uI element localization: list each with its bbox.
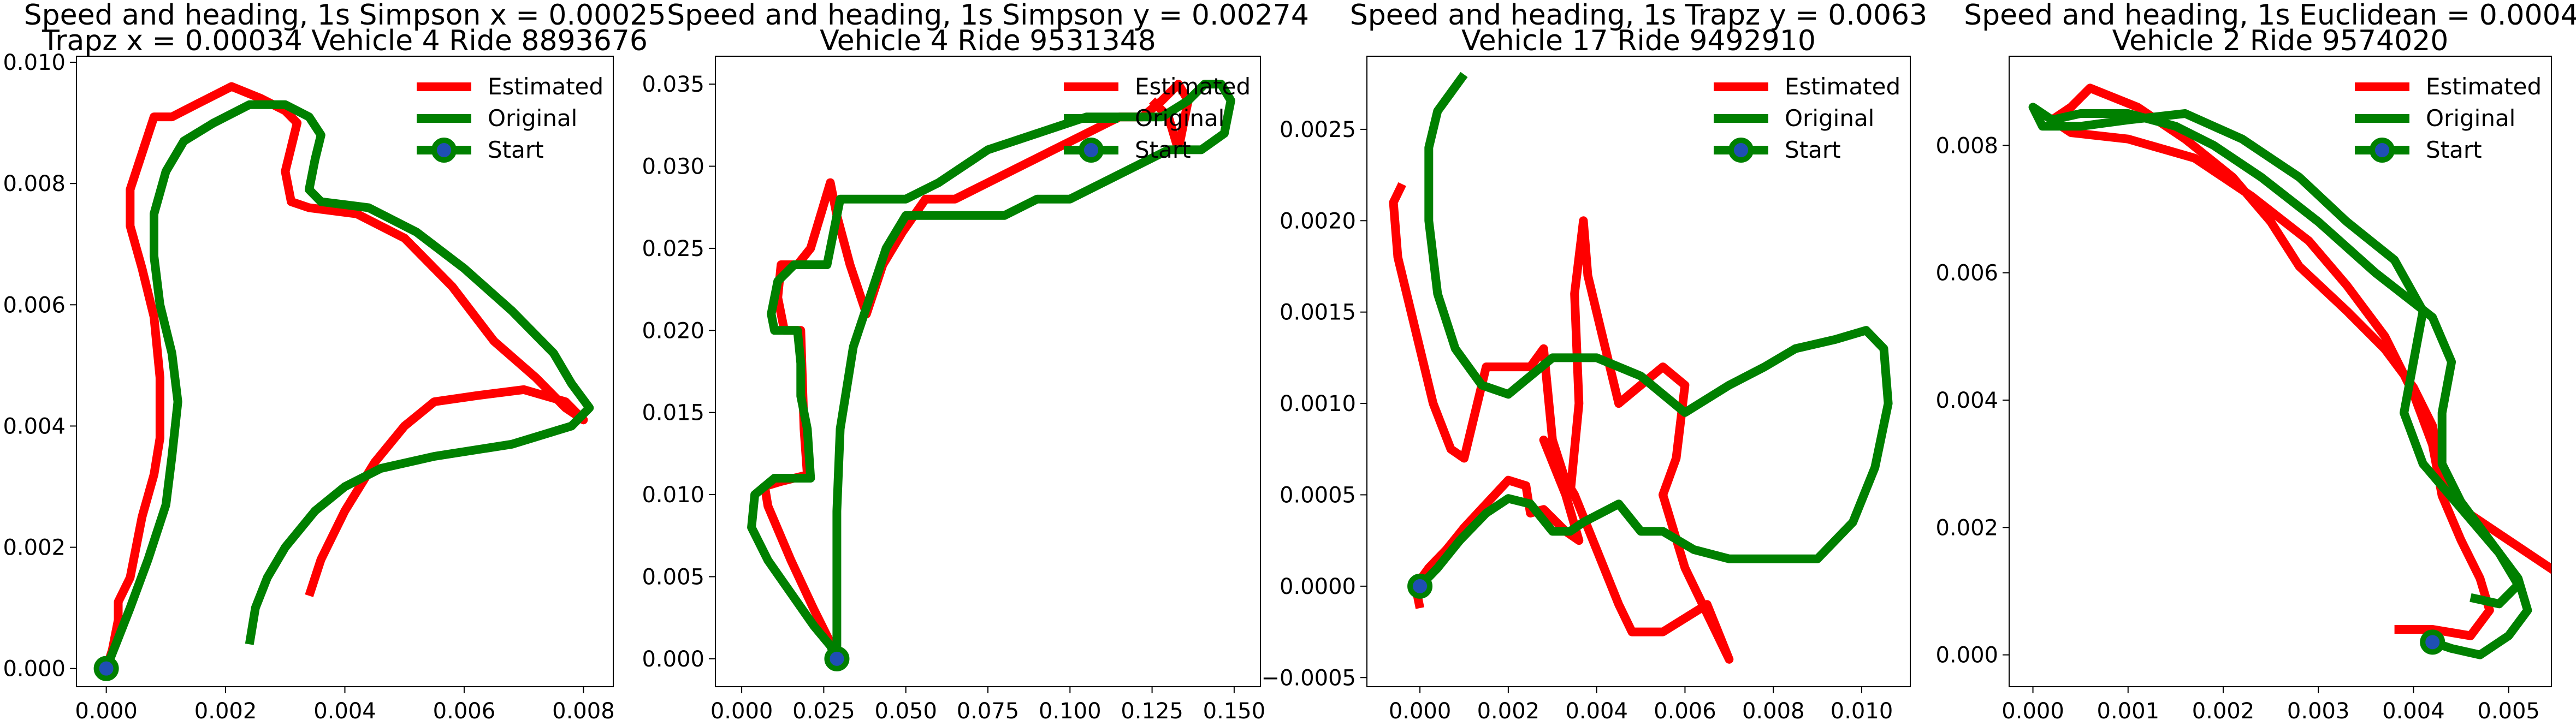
- x-tick-label: 0.000: [1389, 699, 1452, 720]
- chart-panel-3: Speed and heading, 1s Trapz y = 0.0063Ve…: [1262, 0, 1928, 720]
- legend-start-marker: [431, 138, 457, 163]
- legend-start-marker: [1728, 138, 1754, 163]
- y-tick-label: 0.000: [642, 647, 704, 672]
- start-marker: [824, 646, 850, 671]
- x-tick-label: 0.025: [792, 699, 855, 720]
- series-original-line: [102, 100, 594, 670]
- legend-label: Start: [1135, 136, 1191, 163]
- chart-title: Vehicle 4 Ride 9531348: [820, 25, 1156, 57]
- y-tick-label: 0.0025: [1280, 117, 1356, 142]
- chart-panel-2: Speed and heading, 1s Simpson y = 0.0027…: [642, 0, 1308, 720]
- legend-label: Original: [1135, 105, 1224, 132]
- legend-label: Start: [1785, 136, 1841, 163]
- x-tick-label: 0.004: [1565, 699, 1628, 720]
- y-tick-label: 0.015: [642, 401, 704, 426]
- x-tick-label: 0.004: [2382, 699, 2445, 720]
- start-marker: [1407, 573, 1433, 599]
- y-tick-label: 0.0005: [1280, 483, 1356, 508]
- legend-label: Original: [488, 105, 577, 132]
- x-tick-label: 0.002: [1477, 699, 1540, 720]
- y-tick-label: 0.000: [3, 657, 66, 682]
- y-tick-label: 0.0010: [1280, 391, 1356, 416]
- x-tick-label: 0.002: [2192, 699, 2255, 720]
- legend-label: Original: [2426, 105, 2515, 132]
- chart-title: Speed and heading, 1s Trapz y = 0.0063: [1350, 0, 1927, 32]
- x-tick-label: 0.000: [2001, 699, 2064, 720]
- y-tick-label: 0.006: [1935, 261, 1998, 286]
- legend-label: Estimated: [2426, 73, 2542, 100]
- x-tick-label: 0.075: [957, 699, 1020, 720]
- chart-panel-4: Speed and heading, 1s Euclidean = 0.0004…: [1935, 0, 2576, 720]
- y-tick-label: 0.020: [642, 318, 704, 343]
- start-marker: [93, 656, 119, 681]
- y-tick-label: 0.010: [642, 483, 704, 508]
- legend-label: Start: [2426, 136, 2482, 163]
- x-tick-label: 0.000: [75, 699, 138, 720]
- x-tick-label: 0.000: [710, 699, 773, 720]
- legend: Estimated Original Start: [1064, 73, 1251, 163]
- legend-start-marker: [2370, 138, 2395, 163]
- x-tick-label: 0.008: [1742, 699, 1805, 720]
- legend-label: Original: [1785, 105, 1874, 132]
- y-tick-label: 0.002: [3, 535, 66, 561]
- x-tick-label: 0.005: [2477, 699, 2540, 720]
- series-original-line: [747, 80, 1235, 661]
- series-original-line: [2028, 103, 2532, 659]
- y-tick-label: 0.004: [1935, 388, 1998, 413]
- chart-title: Vehicle 17 Ride 9492910: [1461, 25, 1816, 57]
- x-tick-label: 0.010: [1831, 699, 1893, 720]
- legend: Estimated Original Start: [2355, 73, 2542, 163]
- y-tick-label: 0.0000: [1280, 574, 1356, 599]
- x-tick-label: 0.003: [2287, 699, 2350, 720]
- legend-label: Estimated: [1135, 73, 1251, 100]
- x-tick-label: 0.002: [194, 699, 257, 720]
- chart-title: Speed and heading, 1s Euclidean = 0.0004…: [1964, 0, 2576, 32]
- legend: Estimated Original Start: [1714, 73, 1900, 163]
- legend-start-marker: [1079, 138, 1104, 163]
- x-tick-label: 0.006: [1654, 699, 1716, 720]
- y-tick-label: 0.006: [3, 293, 66, 318]
- legend-label: Estimated: [1785, 73, 1900, 100]
- legend-label: Estimated: [488, 73, 603, 100]
- legend: Estimated Original Start: [417, 73, 603, 163]
- axes-frame: [1366, 56, 1911, 687]
- x-tick-label: 0.004: [313, 699, 376, 720]
- x-tick-label: 0.006: [433, 699, 496, 720]
- y-tick-label: 0.000: [1935, 643, 1998, 668]
- y-tick-label: 0.035: [642, 72, 704, 97]
- x-tick-label: 0.125: [1121, 699, 1183, 720]
- y-tick-label: 0.004: [3, 414, 66, 439]
- x-tick-label: 0.050: [874, 699, 937, 720]
- series-original-line: [1417, 72, 1893, 590]
- y-tick-label: 0.0020: [1280, 209, 1356, 234]
- series-estimated-line: [102, 82, 588, 670]
- y-tick-label: −0.0005: [1262, 665, 1356, 691]
- chart-title: Speed and heading, 1s Simpson x = 0.0002…: [24, 0, 666, 32]
- start-marker: [2420, 629, 2445, 655]
- x-tick-label: 0.001: [2097, 699, 2160, 720]
- y-tick-label: 0.030: [642, 154, 704, 180]
- x-tick-label: 0.008: [552, 699, 615, 720]
- legend-label: Start: [488, 136, 544, 163]
- x-tick-label: 0.150: [1203, 699, 1266, 720]
- y-tick-label: 0.002: [1935, 515, 1998, 540]
- chart-title: Speed and heading, 1s Simpson y = 0.0027…: [667, 0, 1309, 32]
- y-tick-label: 0.005: [642, 564, 704, 590]
- y-tick-label: 0.008: [3, 171, 66, 197]
- chart-title: Trapz x = 0.00034 Vehicle 4 Ride 8893676: [42, 25, 648, 57]
- x-tick-label: 0.100: [1039, 699, 1102, 720]
- chart-title: Vehicle 2 Ride 9574020: [2112, 25, 2449, 57]
- y-tick-label: 0.010: [3, 50, 66, 75]
- axes-frame: [2009, 56, 2552, 687]
- y-tick-label: 0.008: [1935, 133, 1998, 158]
- chart-panel-1: Speed and heading, 1s Simpson x = 0.0002…: [3, 0, 666, 720]
- y-tick-label: 0.0015: [1280, 300, 1356, 325]
- y-tick-label: 0.025: [642, 236, 704, 261]
